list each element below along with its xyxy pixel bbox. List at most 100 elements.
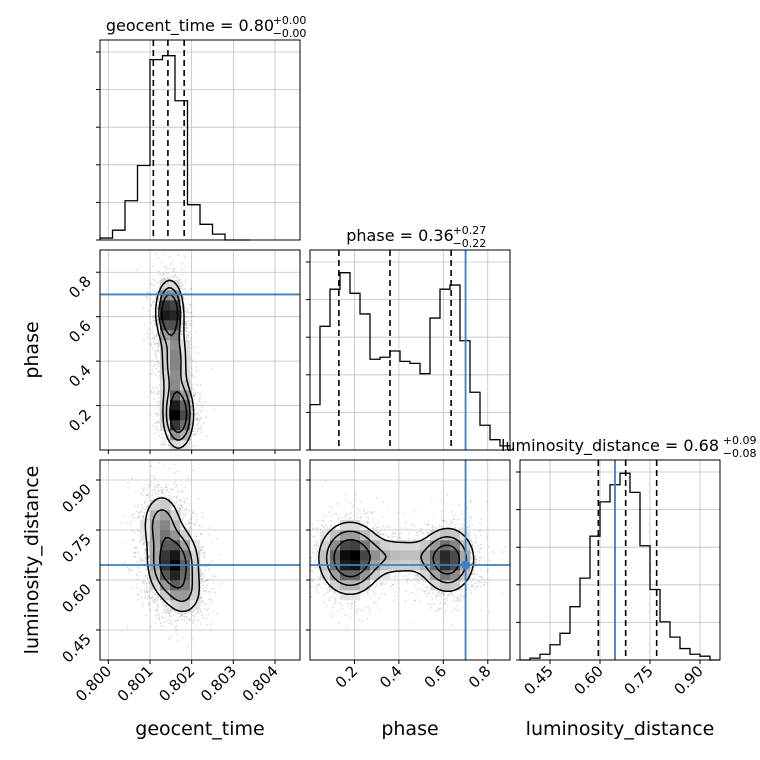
panel-geocent_time-phase-point <box>190 407 193 409</box>
panel-geocent_time-phase-point <box>176 275 178 278</box>
panel-geocent_time-luminosity_distance-point <box>180 489 183 492</box>
panel-geocent_time-phase-point <box>196 418 198 421</box>
panel-geocent_time-luminosity_distance-point <box>168 637 171 640</box>
panel-geocent_time-luminosity_distance-point <box>127 481 129 484</box>
panel-geocent_time-phase-point <box>181 274 184 276</box>
panel-geocent_time-luminosity_distance-point <box>154 614 157 617</box>
panel-geocent_time-luminosity_distance-point <box>165 620 168 622</box>
panel-geocent_time-phase-point <box>184 322 187 325</box>
panel-geocent_time-luminosity_distance-point <box>130 569 133 571</box>
panel-geocent_time-luminosity_distance-point <box>180 613 183 616</box>
panel-geocent_time-phase-point <box>166 277 169 280</box>
panel-geocent_time-phase-point <box>158 370 160 373</box>
panel-geocent_time-luminosity_distance-point <box>176 506 179 509</box>
panel-geocent_time-luminosity_distance-point <box>157 616 160 618</box>
panel-geocent_time-luminosity_distance-point <box>203 589 206 592</box>
panel-geocent_time-luminosity_distance-point <box>192 620 195 622</box>
panel-geocent_time-luminosity_distance-point <box>186 497 188 500</box>
panel-geocent_time-luminosity_distance-point <box>210 602 213 605</box>
panel-geocent_time-luminosity_distance-point <box>165 486 167 489</box>
panel-geocent_time-phase-point <box>194 455 196 457</box>
panel-geocent_time-phase-point <box>153 336 156 339</box>
panel-geocent_time-phase-point <box>150 391 153 394</box>
panel-geocent_time-luminosity_distance-point <box>135 510 138 513</box>
panel-geocent_time-phase-point <box>158 270 160 273</box>
panel-geocent_time-luminosity_distance-point <box>143 581 146 583</box>
panel-geocent_time-phase-point <box>158 434 160 437</box>
panel-geocent_time-luminosity_distance-point <box>129 521 132 523</box>
panel-geocent_time-luminosity_distance-point <box>208 527 211 529</box>
panel-geocent_time-phase-point <box>194 370 197 373</box>
panel-geocent_time-phase-point <box>201 406 204 409</box>
panel-geocent_time-phase-point <box>150 390 152 393</box>
panel-geocent_time-luminosity_distance-point <box>126 626 129 629</box>
panel-geocent_time-phase-point <box>189 303 191 306</box>
panel-geocent_time-phase-point <box>181 319 183 322</box>
panel-geocent_time-luminosity_distance-point <box>154 609 157 612</box>
panel-geocent_time-phase-point <box>155 426 158 428</box>
panel-geocent_time-phase-point <box>143 323 146 326</box>
panel-geocent_time-phase-point <box>170 452 172 454</box>
panel-geocent_time-luminosity_distance-point <box>192 614 194 617</box>
panel-geocent_time-phase-point <box>158 390 161 393</box>
panel-geocent_time-luminosity_distance-point <box>151 597 154 599</box>
panel-geocent_time-phase-point <box>183 304 186 306</box>
panel-geocent_time-luminosity_distance-point <box>148 543 151 545</box>
panel-geocent_time-luminosity_distance-point <box>168 613 171 615</box>
panel-geocent_time-luminosity_distance-point <box>143 541 146 544</box>
panel-geocent_time-luminosity_distance-point <box>147 514 150 517</box>
panel-geocent_time-phase-point <box>157 344 160 346</box>
panel-geocent_time-phase-point <box>181 327 184 330</box>
panel-geocent_time-phase-point <box>156 342 159 345</box>
panel-geocent_time-luminosity_distance-point <box>162 602 165 605</box>
panel-geocent_time-luminosity_distance-point <box>161 490 164 493</box>
panel-geocent_time-luminosity_distance-point <box>143 501 146 504</box>
panel-geocent_time-phase-point <box>162 278 165 281</box>
panel-geocent_time-phase-point <box>198 427 200 430</box>
panel-geocent_time-phase-point <box>197 414 200 416</box>
panel-geocent_time-luminosity_distance-point <box>194 513 197 515</box>
panel-geocent_time-luminosity_distance-point <box>211 588 214 591</box>
panel-geocent_time-phase-point <box>190 315 193 318</box>
panel-geocent_time-luminosity_distance-point <box>180 499 182 501</box>
panel-geocent_time-luminosity_distance-point <box>143 508 146 511</box>
panel-geocent_time-luminosity_distance-point <box>174 486 177 488</box>
panel-geocent_time-phase-point <box>152 314 155 317</box>
panel-geocent_time-luminosity_distance-point <box>192 469 195 471</box>
panel-geocent_time-luminosity_distance-point <box>147 555 150 557</box>
panel-geocent_time-luminosity_distance-point <box>185 508 188 510</box>
panel-geocent_time-phase-point <box>155 428 158 431</box>
panel-geocent_time-luminosity_distance-point <box>184 512 187 514</box>
panel-geocent_time-phase-point <box>156 304 159 307</box>
panel-geocent_time-luminosity_distance-point <box>142 580 145 583</box>
panel-geocent_time-luminosity_distance-point <box>195 613 198 615</box>
panel-geocent_time-luminosity_distance-point <box>196 611 199 614</box>
panel-geocent_time-luminosity_distance-point <box>189 618 192 621</box>
panel-geocent_time-luminosity_distance-point <box>170 619 173 622</box>
panel-geocent_time-phase-point <box>186 333 189 336</box>
panel-geocent_time-luminosity_distance-point <box>178 615 181 618</box>
panel-geocent_time-luminosity_distance-point <box>180 504 182 507</box>
panel-geocent_time-luminosity_distance-point <box>188 619 191 621</box>
panel-geocent_time-luminosity_distance-point <box>150 481 153 484</box>
panel-geocent_time-phase-point <box>204 400 207 403</box>
panel-geocent_time-phase-point <box>192 395 194 398</box>
panel-geocent_time-luminosity_distance-point <box>176 611 179 613</box>
panel-geocent_time-luminosity_distance-point <box>148 549 151 552</box>
panel-geocent_time-luminosity_distance-point <box>193 534 196 537</box>
panel-geocent_time-luminosity_distance-point <box>212 575 215 577</box>
panel-geocent_time-phase-point <box>151 336 154 339</box>
panel-geocent_time-phase-point <box>199 425 202 428</box>
panel-geocent_time-luminosity_distance-point <box>167 491 170 494</box>
panel-geocent_time-phase-point <box>155 333 158 336</box>
panel-geocent_time-phase-point <box>150 360 153 363</box>
panel-geocent_time-luminosity_distance-point <box>164 610 167 613</box>
panel-geocent_time-phase-point <box>191 360 194 362</box>
panel-geocent_time-luminosity_distance-point <box>146 577 149 579</box>
panel-geocent_time-luminosity_distance-point <box>145 584 148 586</box>
panel-geocent_time-luminosity_distance-point <box>181 505 183 508</box>
panel-geocent_time-phase-point <box>190 325 193 328</box>
panel-geocent_time-luminosity_distance-point <box>190 517 193 520</box>
panel-geocent_time-luminosity_distance-point <box>195 536 198 538</box>
panel-geocent_time-phase-point <box>189 288 191 291</box>
